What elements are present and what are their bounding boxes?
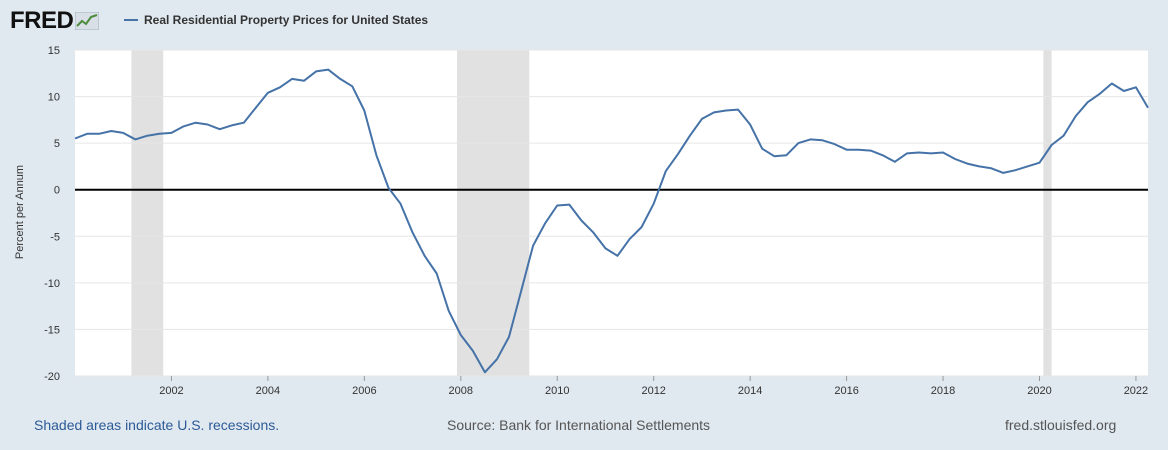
x-tick-label: 2002 <box>159 385 183 397</box>
y-tick-label: 0 <box>54 185 60 197</box>
recession-band <box>131 50 164 376</box>
recession-note-link[interactable]: Shaded areas indicate U.S. recessions. <box>34 417 280 433</box>
y-tick-label: 10 <box>48 92 60 104</box>
x-tick-label: 2008 <box>449 385 473 397</box>
chart-legend: Real Residential Property Prices for Uni… <box>124 10 428 30</box>
site-url-text[interactable]: fred.stlouisfed.org <box>1005 417 1117 433</box>
legend-series-label: Real Residential Property Prices for Uni… <box>144 13 429 27</box>
y-tick-label: 5 <box>54 138 60 150</box>
fred-logo-text: FRED <box>10 7 74 34</box>
fred-logo[interactable]: FRED <box>10 6 100 36</box>
y-tick-label: -5 <box>50 231 60 243</box>
trend-chart-icon <box>75 12 100 30</box>
y-axis-title: Percent per Annum <box>14 165 26 259</box>
x-tick-label: 2018 <box>931 385 955 397</box>
x-axis-ticks: 2002 2004 2006 2008 2010 2012 2014 2016 2018 2020… <box>159 376 1148 397</box>
x-tick-label: 2006 <box>352 385 376 397</box>
y-tick-label: -15 <box>44 324 60 336</box>
y-tick-label: -10 <box>44 278 60 290</box>
legend-line-swatch <box>124 19 138 21</box>
grid-lines <box>75 49 1148 377</box>
x-tick-label: 2022 <box>1124 385 1148 397</box>
series-line <box>74 68 1149 374</box>
x-tick-label: 2016 <box>834 385 858 397</box>
source-text: Source: Bank for International Settlemen… <box>447 417 711 433</box>
chart-header: FRED Real Residential Property Prices fo… <box>0 0 1168 44</box>
y-axis-ticks: 15 10 5 0 -5 -10 -15 -20 <box>44 45 60 383</box>
x-tick-label: 2012 <box>641 385 665 397</box>
recession-band <box>1043 50 1052 376</box>
plot-area <box>75 50 1148 376</box>
x-tick-label: 2004 <box>256 385 280 397</box>
x-tick-label: 2020 <box>1027 385 1051 397</box>
recession-band <box>456 50 530 376</box>
y-tick-label: -20 <box>44 371 60 383</box>
y-tick-label: 15 <box>48 45 60 57</box>
recession-bands <box>131 50 1052 376</box>
x-tick-label: 2014 <box>738 385 762 397</box>
x-tick-label: 2010 <box>545 385 569 397</box>
